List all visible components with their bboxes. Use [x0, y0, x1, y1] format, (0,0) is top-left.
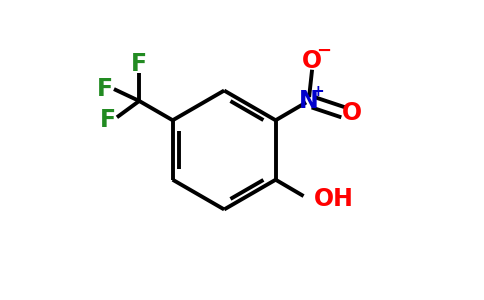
Text: O: O	[342, 101, 362, 125]
Text: F: F	[97, 77, 113, 101]
Text: F: F	[100, 108, 116, 132]
Text: F: F	[131, 52, 147, 76]
Text: OH: OH	[314, 187, 354, 211]
Text: N: N	[299, 89, 319, 113]
Text: +: +	[312, 84, 324, 99]
Text: −: −	[316, 42, 331, 60]
Text: O: O	[302, 50, 322, 74]
